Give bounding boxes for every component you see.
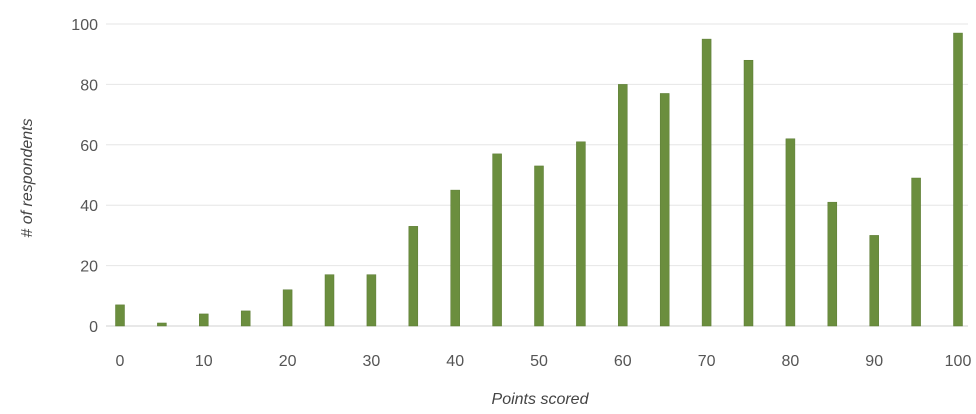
y-tick-label-20: 20 <box>80 259 98 276</box>
x-tick-label-90: 90 <box>865 353 883 370</box>
bar-30 <box>366 274 377 327</box>
bar-20 <box>282 289 293 327</box>
bar-15 <box>240 310 251 327</box>
x-tick-label-50: 50 <box>530 353 548 370</box>
bar-90 <box>869 235 879 327</box>
y-axis-title: # of respondents <box>19 118 36 237</box>
x-tick-label-80: 80 <box>782 353 800 370</box>
bar-45 <box>492 153 502 327</box>
y-tick-label-100: 100 <box>71 17 98 34</box>
y-tick-label-40: 40 <box>80 198 98 215</box>
y-tick-label-0: 0 <box>89 319 98 336</box>
bar-40 <box>450 189 460 327</box>
y-axis-ticks: 0 20 40 60 80 100 <box>71 17 98 336</box>
bar-0 <box>115 304 125 327</box>
bar-70 <box>701 38 712 327</box>
y-tick-label-60: 60 <box>80 138 98 155</box>
x-tick-label-40: 40 <box>446 353 464 370</box>
x-tick-label-60: 60 <box>614 353 632 370</box>
bar-100 <box>953 32 963 327</box>
x-tick-label-70: 70 <box>698 353 716 370</box>
bar-5 <box>157 322 167 327</box>
y-tick-label-80: 80 <box>80 77 98 94</box>
x-axis-ticks: 0 10 20 30 40 50 60 70 80 90 100 <box>116 353 972 370</box>
bar-80 <box>785 138 796 327</box>
x-tick-label-20: 20 <box>279 353 297 370</box>
x-tick-label-0: 0 <box>116 353 125 370</box>
bar-50 <box>534 165 544 327</box>
bar-25 <box>324 274 335 327</box>
bars <box>115 32 963 327</box>
bar-95 <box>911 177 921 327</box>
bar-85 <box>827 201 838 327</box>
bar-60 <box>618 84 628 327</box>
x-tick-label-10: 10 <box>195 353 213 370</box>
bar-75 <box>743 59 754 327</box>
x-tick-label-30: 30 <box>363 353 381 370</box>
x-axis-title: Points scored <box>492 391 590 408</box>
bar-65 <box>659 93 670 327</box>
bar-55 <box>576 141 586 327</box>
bar-10 <box>199 313 209 327</box>
bar-35 <box>408 226 419 327</box>
x-tick-label-100: 100 <box>945 353 972 370</box>
